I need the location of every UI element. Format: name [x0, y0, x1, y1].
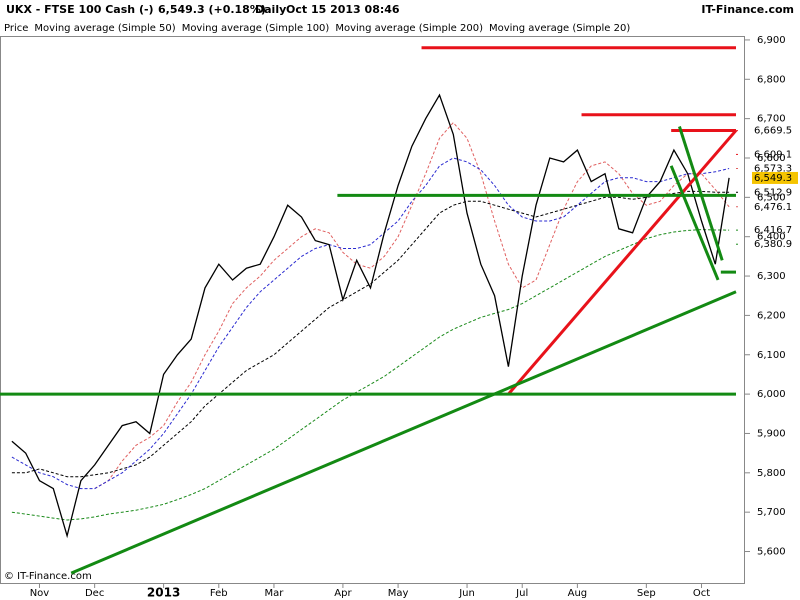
price-label: 6,573.3: [754, 163, 792, 174]
x-tick-label: 2013: [147, 586, 180, 600]
x-tick-label: Nov: [30, 588, 50, 599]
legend-entry: Moving average (Simple 100): [182, 23, 330, 34]
price-line: [11, 93, 730, 539]
x-tick-label: Aug: [568, 588, 588, 599]
y-tick-label: 6,200: [757, 310, 786, 321]
price-label: 6,476.1: [754, 202, 792, 213]
legend-entry: Moving average (Simple 20): [489, 23, 630, 34]
moving-average: [11, 190, 730, 478]
y-tick-label: 6,000: [757, 389, 786, 400]
y-tick-label: 5,700: [757, 507, 786, 518]
timestamp: Oct 15 2013 08:46: [286, 3, 400, 16]
y-tick-label: 6,700: [757, 114, 786, 125]
price-label: 6,669.5: [754, 126, 792, 137]
legend-entry: Moving average (Simple 50): [34, 23, 175, 34]
x-tick-label: Apr: [334, 588, 352, 599]
trendline: [507, 129, 738, 396]
moving-average: [94, 121, 730, 490]
source: IT-Finance.com: [701, 3, 794, 16]
y-tick-label: 5,600: [757, 547, 786, 558]
y-tick-label: 5,900: [757, 428, 786, 439]
y-tick-label: 6,300: [757, 271, 786, 282]
price-label: 6,380.9: [754, 239, 792, 250]
x-tick-label: May: [388, 588, 409, 599]
x-tick-label: Jun: [458, 588, 475, 599]
symbol: UKX - FTSE 100 Cash (-): [6, 3, 154, 16]
plot-frame: [0, 36, 745, 584]
x-tick-label: Jul: [515, 588, 528, 599]
last-price: 6,549.3 (+0.18%): [158, 3, 266, 16]
price-label: 6,549.3: [754, 173, 792, 184]
x-tick-label: Sep: [637, 588, 656, 599]
price-label-bg: [752, 171, 798, 184]
y-tick-label: 6,500: [757, 192, 786, 203]
legend-entry: Moving average (Simple 200): [335, 23, 483, 34]
y-tick-label: 6,400: [757, 232, 786, 243]
price-label: 6,416.7: [754, 225, 792, 236]
y-tick-label: 6,800: [757, 74, 786, 85]
price-label: 6,609.1: [754, 149, 792, 160]
interval: Daily: [255, 3, 286, 16]
trendline: [70, 290, 737, 575]
y-tick-label: 6,100: [757, 350, 786, 361]
y-tick-label: 6,600: [757, 153, 786, 164]
copyright: © IT-Finance.com: [4, 571, 92, 582]
x-tick-label: Oct: [693, 588, 710, 599]
x-tick-label: Dec: [85, 588, 104, 599]
x-tick-label: Mar: [265, 588, 285, 599]
moving-average: [11, 229, 730, 521]
legend-entry: Price: [4, 23, 28, 34]
trendline: [669, 165, 720, 281]
trendline: [678, 126, 724, 261]
x-tick-label: Feb: [210, 588, 228, 599]
y-tick-label: 6,900: [757, 35, 786, 46]
price-label: 6,512.9: [754, 187, 792, 198]
y-tick-label: 5,800: [757, 468, 786, 479]
